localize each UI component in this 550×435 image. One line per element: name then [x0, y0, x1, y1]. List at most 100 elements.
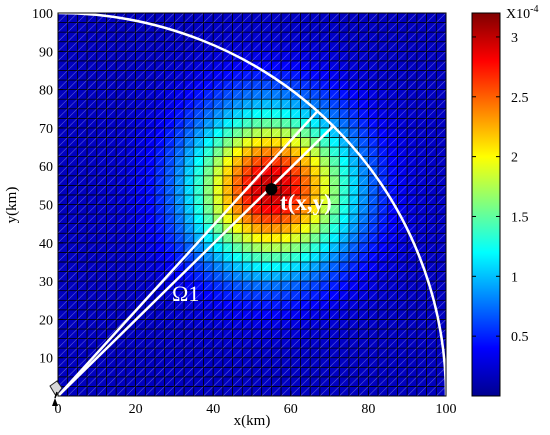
- cell-diagonal: [329, 261, 340, 272]
- cell-diagonal: [280, 242, 292, 253]
- cell-diagonal: [86, 70, 98, 81]
- cell-diagonal: [106, 223, 117, 234]
- cell-diagonal: [193, 338, 204, 349]
- cell-diagonal: [368, 51, 379, 62]
- cell-diagonal: [232, 357, 243, 368]
- cell-diagonal: [319, 204, 330, 215]
- cell-diagonal: [193, 242, 204, 253]
- cell-diagonal: [368, 290, 379, 301]
- cell-diagonal: [193, 89, 204, 100]
- cell-diagonal: [242, 309, 253, 320]
- cell-diagonal: [348, 338, 359, 349]
- cell-diagonal: [368, 347, 379, 358]
- cell-diagonal: [106, 300, 117, 311]
- cell-diagonal: [416, 98, 427, 109]
- cell-diagonal: [115, 51, 127, 62]
- cell-diagonal: [106, 347, 117, 358]
- cell-diagonal: [406, 367, 418, 378]
- cell-diagonal: [96, 185, 107, 196]
- cell-diagonal: [300, 185, 311, 196]
- cell-diagonal: [203, 271, 214, 282]
- cell-diagonal: [329, 280, 340, 291]
- cell-diagonal: [67, 290, 78, 301]
- cell-diagonal: [96, 108, 107, 119]
- cell-diagonal: [309, 319, 321, 330]
- cell-diagonal: [232, 98, 243, 109]
- cell-diagonal: [145, 118, 156, 129]
- cell-diagonal: [86, 213, 98, 224]
- cell-diagonal: [261, 309, 272, 320]
- cell-diagonal: [242, 41, 253, 52]
- cell-diagonal: [358, 328, 369, 339]
- cell-diagonal: [183, 242, 195, 253]
- cell-diagonal: [368, 118, 379, 129]
- cell-diagonal: [406, 328, 418, 339]
- cell-diagonal: [368, 338, 379, 349]
- cell-diagonal: [309, 127, 321, 138]
- cell-diagonal: [280, 12, 292, 23]
- cell-diagonal: [222, 386, 233, 397]
- cell-diagonal: [271, 22, 282, 33]
- cell-diagonal: [271, 271, 282, 282]
- cell-diagonal: [86, 204, 98, 215]
- cell-diagonal: [203, 357, 214, 368]
- cell-diagonal: [86, 223, 98, 234]
- cell-diagonal: [57, 338, 68, 349]
- cell-diagonal: [125, 108, 136, 119]
- cell-diagonal: [358, 98, 369, 109]
- cell-diagonal: [125, 233, 136, 244]
- cell-diagonal: [348, 22, 359, 33]
- cell-diagonal: [154, 165, 165, 176]
- cell-diagonal: [77, 376, 88, 387]
- cell-diagonal: [309, 347, 321, 358]
- cell-diagonal: [154, 233, 165, 244]
- cell-diagonal: [135, 328, 146, 339]
- cell-diagonal: [77, 60, 88, 71]
- cell-diagonal: [348, 233, 359, 244]
- cell-diagonal: [348, 127, 359, 138]
- cell-diagonal: [77, 175, 88, 186]
- cell-diagonal: [406, 89, 418, 100]
- cell-diagonal: [290, 41, 301, 52]
- cell-diagonal: [261, 328, 272, 339]
- cell-diagonal: [135, 156, 146, 167]
- cell-diagonal: [164, 223, 175, 234]
- cell-diagonal: [135, 271, 146, 282]
- cell-diagonal: [251, 165, 262, 176]
- cell-diagonal: [145, 79, 156, 90]
- cell-diagonal: [377, 185, 389, 196]
- cell-diagonal: [193, 261, 204, 272]
- cell-diagonal: [348, 108, 359, 119]
- cell-diagonal: [271, 386, 282, 397]
- cell-diagonal: [67, 165, 78, 176]
- cell-diagonal: [242, 280, 253, 291]
- cell-diagonal: [348, 347, 359, 358]
- cell-diagonal: [115, 280, 127, 291]
- cell-diagonal: [106, 242, 117, 253]
- cell-diagonal: [358, 319, 369, 330]
- cell-diagonal: [106, 22, 117, 33]
- cell-diagonal: [115, 204, 127, 215]
- cell-diagonal: [397, 165, 408, 176]
- cell-diagonal: [96, 319, 107, 330]
- cell-diagonal: [368, 137, 379, 148]
- cell-diagonal: [348, 118, 359, 129]
- cell-diagonal: [145, 156, 156, 167]
- cell-diagonal: [280, 156, 292, 167]
- cell-diagonal: [67, 357, 78, 368]
- cell-diagonal: [145, 328, 156, 339]
- cell-diagonal: [242, 338, 253, 349]
- cell-diagonal: [339, 89, 350, 100]
- cell-diagonal: [125, 194, 136, 205]
- cell-diagonal: [261, 300, 272, 311]
- cell-diagonal: [348, 175, 359, 186]
- cell-diagonal: [232, 108, 243, 119]
- cell-diagonal: [251, 252, 262, 263]
- cell-diagonal: [222, 338, 233, 349]
- cell-diagonal: [406, 98, 418, 109]
- cell-diagonal: [377, 261, 389, 272]
- cell-diagonal: [154, 79, 165, 90]
- cell-diagonal: [309, 146, 321, 157]
- sector-ray: [58, 109, 319, 396]
- cell-diagonal: [174, 328, 185, 339]
